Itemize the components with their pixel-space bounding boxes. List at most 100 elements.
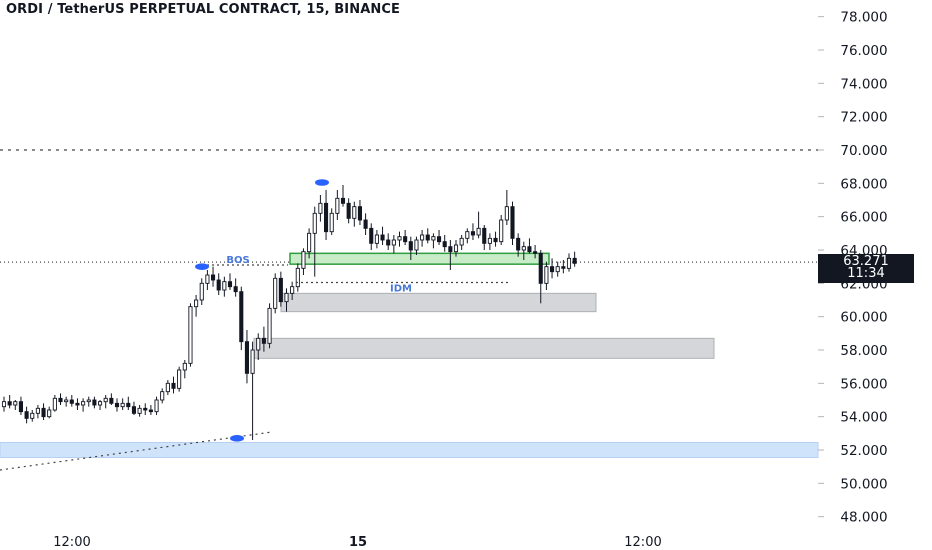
candle-body-up (182, 362, 187, 371)
candle-body-down (239, 291, 244, 343)
y-tick-label: 56.000 (840, 376, 887, 392)
candle (69, 395, 74, 407)
candle (233, 278, 238, 297)
y-tick-label: 60.000 (840, 310, 887, 326)
y-tick-label: 66.000 (840, 210, 887, 226)
candle (307, 228, 312, 259)
candle (30, 410, 35, 422)
candle-body-up (352, 206, 357, 219)
candle-body-down (510, 206, 515, 239)
candle (24, 406, 29, 424)
candle-body-up (86, 399, 91, 403)
candle-body-down (278, 277, 283, 303)
candle (216, 273, 221, 295)
candle-body-up (414, 239, 419, 251)
candle (391, 234, 396, 254)
candle (222, 276, 227, 297)
candle (521, 241, 526, 260)
candle-body-up (47, 409, 52, 418)
candle-body-down (261, 337, 266, 344)
candle (374, 229, 379, 249)
current-price: 63.271 (843, 254, 889, 270)
candle-body-down (114, 402, 120, 408)
candle-body-up (504, 206, 509, 221)
candle (160, 388, 165, 404)
candle-body-down (227, 281, 233, 288)
candle-body-up (194, 299, 199, 308)
candle (92, 396, 97, 409)
candle (442, 234, 447, 252)
candle (538, 249, 543, 304)
candle (340, 184, 346, 207)
x-tick-label: 12:00 (53, 535, 90, 550)
candle (459, 234, 464, 250)
candle-body-down (244, 341, 250, 374)
candle-body-down (493, 237, 498, 243)
candle (312, 206, 317, 277)
candle (154, 396, 159, 416)
candle (75, 398, 80, 411)
y-tick-label: 78.000 (840, 10, 887, 26)
candle (318, 194, 323, 222)
candle (267, 303, 272, 349)
candle-body-up (420, 234, 425, 241)
candle-body-up (453, 244, 459, 253)
candle-body-up (544, 266, 549, 284)
x-tick-label: 15 (349, 535, 367, 550)
candle-body-up (120, 402, 125, 408)
candle-body-down (538, 252, 543, 284)
candle (544, 261, 549, 290)
y-tick-label: 52.000 (840, 443, 887, 459)
candle-body-up (374, 234, 379, 244)
candle (363, 213, 368, 235)
candle (482, 224, 487, 250)
candle-body-down (41, 407, 46, 418)
candle-body-up (307, 232, 312, 253)
candle-body-up (97, 401, 103, 406)
candle (561, 259, 566, 274)
candle-body-up (177, 369, 182, 389)
candle (244, 329, 250, 384)
candle (550, 258, 555, 279)
candle (516, 233, 521, 257)
candle-body-down (482, 227, 487, 244)
candle-body-up (521, 246, 526, 251)
candle (210, 266, 216, 287)
candle (58, 393, 63, 406)
annotation-bos: BOS (226, 255, 249, 266)
candle (1, 396, 7, 412)
candle-body-down (425, 234, 430, 241)
candle-body-up (273, 277, 278, 309)
candle (493, 231, 498, 247)
candle (453, 239, 459, 257)
y-tick-label: 74.000 (840, 76, 887, 92)
candle (35, 405, 40, 419)
candle (437, 229, 442, 245)
candle-body-down (7, 401, 12, 406)
candle-body-up (476, 227, 481, 236)
candle-body-down (171, 382, 176, 389)
candle-body-down (18, 401, 24, 413)
candle-body-down (109, 397, 114, 404)
candle (13, 400, 18, 411)
swing-point-marker (195, 263, 209, 270)
candle (414, 236, 419, 255)
candle (114, 398, 120, 412)
candle-body-up (188, 306, 193, 364)
candle-body-down (148, 409, 153, 413)
candle (126, 396, 131, 411)
current-price-tag: 63.271 11:34 (818, 254, 914, 284)
candle-body-up (329, 212, 334, 233)
candle (256, 333, 261, 361)
candle-body-down (357, 206, 363, 221)
candle (301, 248, 306, 275)
candle (329, 208, 334, 235)
candle (120, 398, 125, 411)
candle-body-down (58, 397, 63, 403)
candle (261, 326, 266, 352)
candle-body-up (431, 236, 436, 241)
candle (239, 286, 244, 350)
candle (182, 360, 187, 379)
zone-supply-1 (280, 292, 597, 313)
